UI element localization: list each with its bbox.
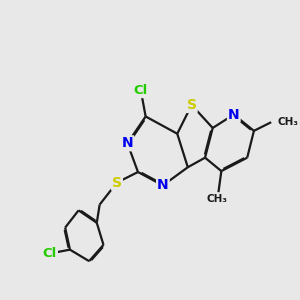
Text: CH₃: CH₃	[278, 117, 299, 127]
Text: S: S	[187, 98, 196, 112]
Text: CH₃: CH₃	[206, 194, 227, 204]
Text: N: N	[228, 107, 240, 122]
Text: Cl: Cl	[43, 247, 57, 260]
Text: N: N	[157, 178, 169, 193]
Text: S: S	[112, 176, 122, 190]
Text: Cl: Cl	[134, 84, 148, 97]
Text: N: N	[122, 136, 133, 150]
